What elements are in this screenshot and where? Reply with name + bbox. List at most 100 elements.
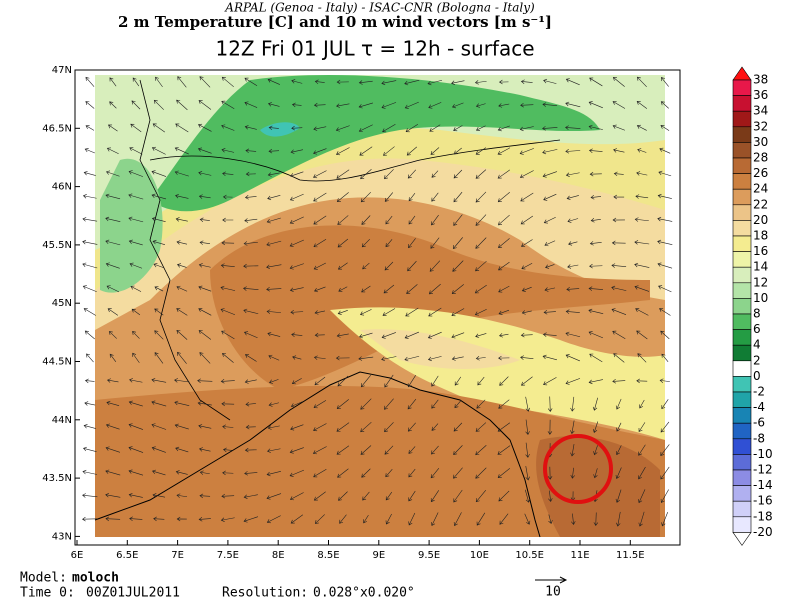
wind-vector bbox=[291, 79, 303, 84]
wind-vector bbox=[106, 147, 119, 155]
wind-vector bbox=[657, 239, 673, 245]
wind-vector bbox=[244, 195, 257, 200]
wind-vector bbox=[592, 397, 598, 411]
wind-vector bbox=[336, 333, 349, 338]
wind-vector bbox=[338, 286, 348, 292]
wind-vector bbox=[245, 401, 257, 407]
colorbar-arrow-top bbox=[732, 66, 752, 81]
wind-vector bbox=[408, 512, 416, 526]
wind-vector bbox=[636, 101, 648, 109]
wind-vector bbox=[359, 309, 372, 316]
colorbar-box bbox=[732, 282, 752, 299]
colorbar-label: 0 bbox=[753, 369, 761, 383]
wind-vector bbox=[106, 400, 120, 406]
wind-vector bbox=[475, 191, 487, 203]
wind-vector bbox=[289, 492, 304, 501]
wind-vector bbox=[358, 356, 374, 361]
wind-vector bbox=[198, 194, 211, 199]
wind-vector bbox=[129, 516, 143, 521]
wind-vector bbox=[337, 262, 348, 270]
wind-vector bbox=[431, 192, 439, 202]
wind-vector bbox=[520, 332, 533, 338]
wind-vector bbox=[268, 125, 279, 131]
lon-label: 6E bbox=[71, 550, 84, 561]
wind-vector bbox=[128, 423, 144, 430]
wind-vector bbox=[82, 285, 97, 293]
wind-vector bbox=[220, 285, 236, 291]
wind-vector bbox=[658, 285, 672, 293]
wind-vector bbox=[611, 285, 627, 291]
colorbar-box bbox=[732, 79, 752, 96]
wind-vector bbox=[152, 123, 166, 133]
wind-vector bbox=[245, 171, 256, 177]
wind-vector bbox=[525, 442, 530, 458]
wind-vector bbox=[408, 468, 416, 478]
wind-vector bbox=[661, 399, 669, 410]
wind-vector bbox=[639, 399, 645, 409]
wind-vector bbox=[83, 170, 96, 176]
wind-vector bbox=[313, 192, 327, 202]
wind-vector bbox=[635, 307, 649, 316]
wind-vector bbox=[453, 169, 463, 179]
wind-vector bbox=[290, 514, 304, 524]
wind-vector bbox=[407, 375, 416, 388]
wind-vector bbox=[175, 217, 188, 222]
wind-vector bbox=[242, 286, 259, 291]
map-frame bbox=[74, 69, 681, 546]
wind-vector bbox=[221, 76, 234, 88]
wind-vector bbox=[452, 260, 464, 272]
lat-label: 45.5N bbox=[42, 240, 72, 251]
wind-vector bbox=[197, 378, 213, 384]
wind-vector bbox=[336, 103, 350, 108]
wind-vector bbox=[475, 237, 487, 249]
wind-vector bbox=[220, 263, 235, 268]
lon-label: 9E bbox=[372, 550, 385, 561]
wind-vector bbox=[222, 424, 234, 430]
wind-vector bbox=[588, 286, 603, 291]
wind-vector bbox=[199, 352, 211, 364]
wind-vector bbox=[451, 80, 465, 85]
wind-vector bbox=[384, 261, 394, 271]
wind-vector bbox=[289, 447, 304, 454]
wind-vector bbox=[244, 471, 258, 476]
wind-vector bbox=[589, 353, 603, 363]
wind-vector bbox=[589, 171, 602, 177]
wind-vector bbox=[314, 376, 326, 386]
wind-vector bbox=[151, 400, 167, 407]
wind-vector bbox=[408, 490, 416, 502]
model-name: moloch bbox=[72, 571, 119, 586]
wind-vector bbox=[588, 379, 603, 385]
wind-vector bbox=[636, 76, 647, 88]
wind-vector bbox=[176, 308, 188, 316]
wind-vector bbox=[198, 308, 212, 316]
colorbar-box bbox=[732, 454, 752, 471]
wind-vector bbox=[129, 262, 143, 269]
wind-vector bbox=[429, 260, 441, 272]
colorbar-label: 34 bbox=[753, 104, 768, 118]
wind-vector bbox=[199, 493, 211, 499]
wind-vector bbox=[384, 445, 394, 455]
wind-vector bbox=[267, 102, 280, 107]
wind-vector bbox=[105, 492, 121, 498]
wind-vector bbox=[568, 241, 578, 246]
lon-label: 11E bbox=[570, 550, 589, 561]
wind-vector bbox=[313, 238, 327, 248]
wind-vector bbox=[497, 214, 510, 226]
colorbar-box bbox=[732, 95, 752, 112]
colorbar-box bbox=[732, 142, 752, 159]
lon-label: 11.5E bbox=[616, 550, 645, 561]
wind-vector bbox=[660, 330, 670, 340]
wind-vector bbox=[431, 214, 439, 226]
wind-vector bbox=[548, 514, 553, 525]
wind-vector bbox=[105, 216, 121, 222]
wind-vector bbox=[430, 490, 439, 503]
lat-label: 47N bbox=[52, 65, 72, 76]
wind-vector bbox=[243, 308, 259, 315]
wind-vector bbox=[660, 421, 670, 433]
wind-vector bbox=[565, 378, 581, 385]
wind-vector bbox=[519, 126, 534, 132]
wind-vector bbox=[360, 191, 371, 203]
wind-vector bbox=[636, 378, 648, 384]
wind-vector bbox=[177, 76, 187, 88]
wind-vector bbox=[497, 468, 511, 478]
